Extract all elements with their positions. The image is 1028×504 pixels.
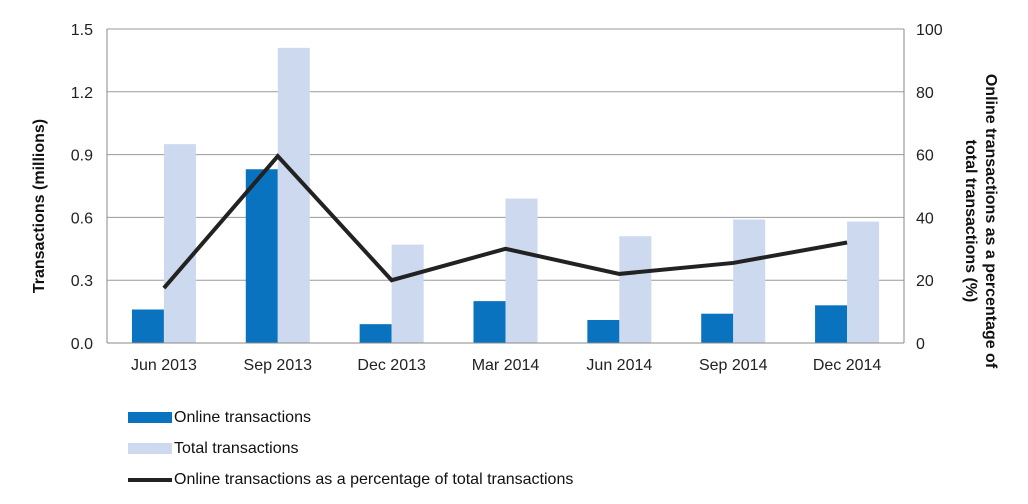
y2-tick-label: 20 [916, 273, 934, 290]
bars [131, 47, 880, 344]
tick-labels: 0.0 0.3 0.6 0.9 1.2 1.5 0 20 40 60 80 100 Jun 2013 Se… [71, 22, 943, 374]
x-tick-label: Mar 2014 [472, 357, 540, 374]
legend-label-percentage: Online transactions as a percentage of t… [174, 470, 574, 488]
legend-item-online: Online transactions [128, 402, 573, 433]
legend-swatch-total [128, 443, 172, 454]
bar-total [733, 219, 766, 343]
y-tick-label: 1.2 [71, 85, 93, 102]
y2-axis-title-line2: total transactions (%) [962, 140, 979, 303]
legend-label-total: Total transactions [174, 439, 299, 457]
legend: Online transactions Total transactions O… [128, 402, 573, 495]
bar-online [587, 319, 620, 343]
y2-tick-label: 0 [916, 336, 925, 353]
y2-tick-label: 100 [916, 22, 943, 39]
bar-total [505, 198, 538, 343]
x-tick-label: Dec 2014 [813, 357, 882, 374]
y-tick-label: 0.0 [71, 336, 93, 353]
bar-online [359, 324, 392, 343]
y-tick-label: 0.6 [71, 210, 93, 227]
y2-tick-label: 60 [916, 148, 934, 165]
bar-online [701, 313, 734, 343]
chart: 0.0 0.3 0.6 0.9 1.2 1.5 0 20 40 60 80 100 Jun 2013 Se… [31, 22, 999, 374]
legend-item-percentage: Online transactions as a percentage of t… [128, 464, 573, 495]
bar-total [277, 47, 310, 344]
y-tick-label: 0.9 [71, 148, 93, 165]
y2-axis-title-line1: Online transactions as a percentage of [982, 74, 999, 369]
legend-swatch-percentage [128, 477, 172, 482]
x-tick-label: Sep 2014 [699, 357, 768, 374]
bar-total [163, 144, 196, 343]
x-tick-label: Jun 2013 [131, 357, 197, 374]
legend-label-online: Online transactions [174, 408, 311, 426]
y-axis-title: Transactions (millions) [31, 119, 48, 293]
percentage-line [162, 153, 848, 290]
legend-item-total: Total transactions [128, 433, 573, 464]
bar-total [619, 236, 652, 343]
bar-total [391, 244, 424, 343]
y2-tick-label: 40 [916, 210, 934, 227]
gridlines [107, 28, 904, 281]
y-tick-label: 0.3 [71, 273, 93, 290]
legend-swatch-online [128, 412, 172, 423]
y2-tick-label: 80 [916, 85, 934, 102]
x-tick-label: Sep 2013 [244, 357, 313, 374]
bar-total [847, 221, 880, 343]
bar-online [245, 169, 278, 343]
bar-online [473, 301, 506, 343]
bar-online [815, 305, 848, 343]
x-tick-label: Jun 2014 [586, 357, 652, 374]
y-tick-label: 1.5 [71, 22, 93, 39]
x-tick-label: Dec 2013 [357, 357, 426, 374]
axes [106, 29, 905, 344]
bar-online [131, 309, 164, 343]
